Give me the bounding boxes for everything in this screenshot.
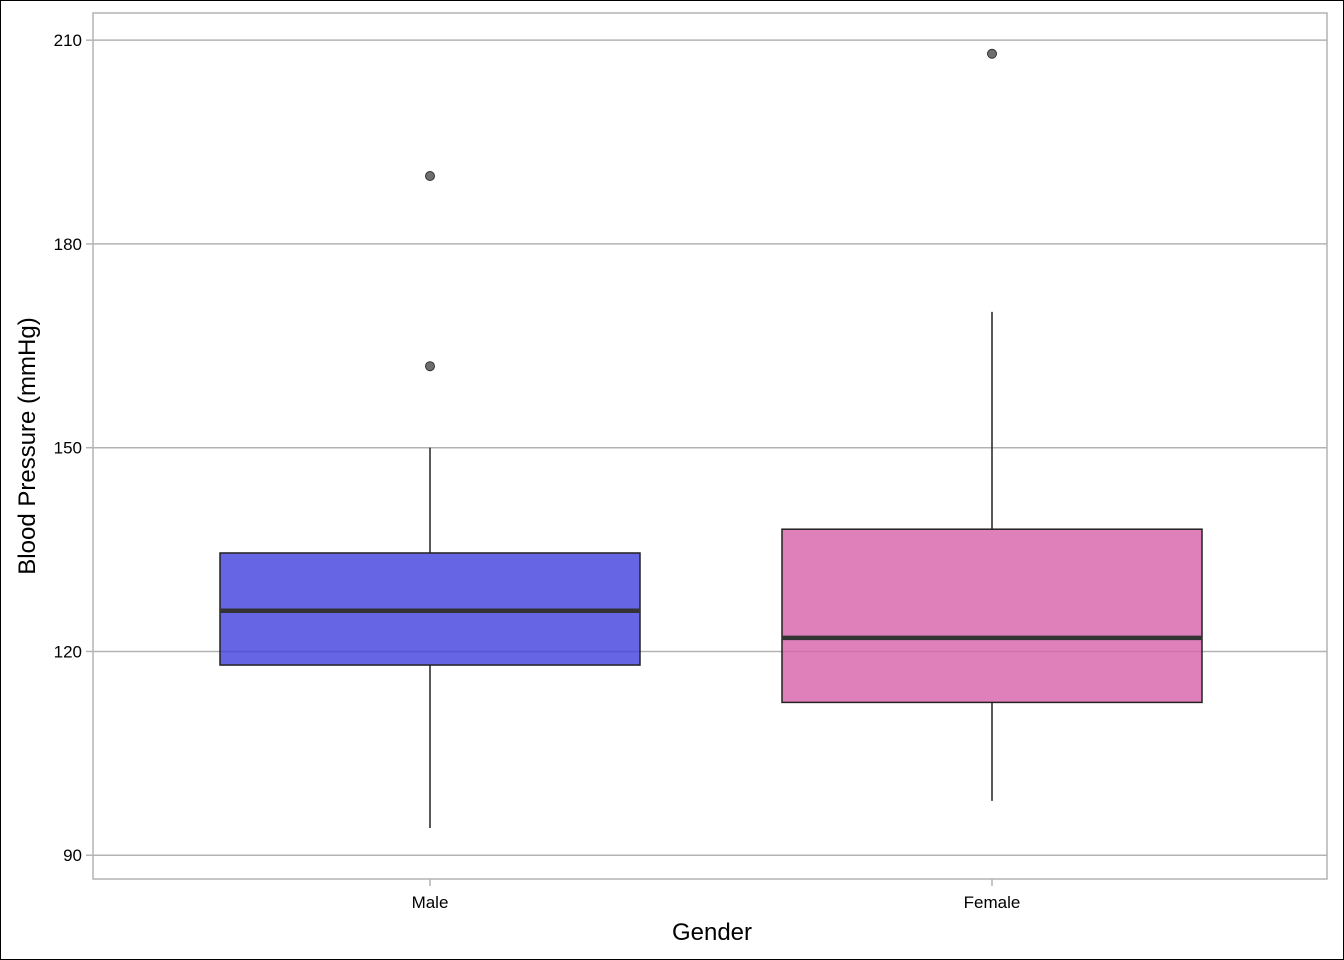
y-tick-label: 180 xyxy=(54,235,82,254)
outlier-point xyxy=(425,171,435,182)
y-tick-label: 150 xyxy=(54,439,82,458)
y-tick-label: 210 xyxy=(54,31,82,50)
outlier-point xyxy=(425,361,435,372)
box-female xyxy=(781,48,1203,801)
box-series xyxy=(219,48,1203,829)
x-axis-title: Gender xyxy=(672,919,752,946)
x-tick-label: Male xyxy=(412,893,449,912)
y-tick-label: 120 xyxy=(54,642,82,661)
outlier-point xyxy=(987,48,997,59)
y-axis-ticks: 90 120 150 180 210 xyxy=(54,31,93,865)
plot-panel xyxy=(92,12,1328,880)
x-axis-ticks: Male Female xyxy=(412,879,1021,912)
box-male xyxy=(219,171,641,829)
y-tick-label: 90 xyxy=(63,846,82,865)
x-tick-label: Female xyxy=(964,893,1021,912)
y-axis-title: Blood Pressure (mmHg) xyxy=(14,317,41,574)
iqr-box xyxy=(781,528,1203,704)
